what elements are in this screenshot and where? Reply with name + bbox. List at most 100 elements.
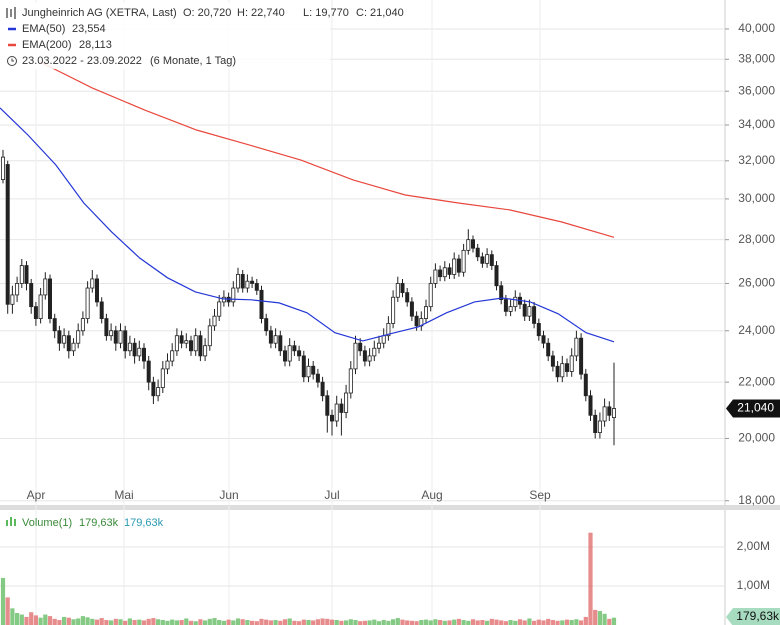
candle-body [33,306,38,319]
volume-bar [287,618,292,625]
volume-bar [602,613,607,625]
volume-bar [569,620,574,625]
volume-bar [611,617,617,625]
y-tick-label: 40,000 [738,21,775,35]
volume-bar [325,618,330,625]
volume-bar [329,619,335,625]
candle-body [513,296,518,308]
y-tick-label: 36,000 [738,83,775,97]
candle-body [212,315,217,327]
volume-bar [311,620,316,625]
candle-body [240,274,245,289]
volume-bar [334,620,339,625]
volume-bar [198,619,203,625]
volume-bar [456,618,462,625]
volume-bar [527,618,532,625]
candle-body [188,340,193,352]
volume-bar [38,617,43,625]
volume-bar [151,618,156,625]
candle-body [461,249,466,273]
volume-bar [461,620,466,625]
volume-bar [273,620,278,625]
candle-body [583,373,588,397]
date-range: 23.03.2022 - 23.09.2022 [22,55,142,67]
x-tick-label: Jul [324,488,339,502]
candle-body [198,335,203,357]
x-tick-label: Sep [529,488,551,502]
candle-body [612,408,617,418]
volume-bar [0,577,6,625]
volume-bar [235,618,241,625]
volume-bar [156,619,161,625]
candle-body [104,318,109,337]
volume-bar [550,620,555,625]
candle-body [217,301,222,317]
candle-body [24,265,29,284]
candle-body [381,335,386,344]
candle-body [57,330,62,344]
volume-bar [499,620,504,625]
candle-body [221,296,226,303]
candle-body [287,345,292,362]
candle-body [367,355,372,362]
volume-bar [546,618,551,625]
volume-bar [5,597,10,625]
y-tick-label: 20,000 [738,431,775,445]
candle-body [282,350,287,362]
candle-body [146,360,151,383]
y-tick-label: 1,00M [737,578,770,592]
candle-body [292,345,297,352]
volume-bar [188,620,194,625]
candle-body [400,283,405,294]
candle-icon [6,7,16,19]
volume-bar [57,620,62,625]
candle-body [574,337,579,357]
last-price-label: 21,040 [737,401,774,415]
volume-bar [386,620,391,625]
volume-bar [447,620,452,625]
volume-bar [109,620,114,625]
candle-body [536,323,541,337]
candle-body [456,258,461,273]
volume-bar [503,621,509,625]
volume-bar [348,619,353,625]
high-label: H: 22,740 [237,7,285,19]
candle-body [264,318,269,332]
volume-bar [419,620,424,625]
candle-body [442,267,447,278]
candle-body [132,342,137,357]
volume-bar [43,614,48,625]
candle-body [588,395,593,416]
candle-body [174,335,179,352]
volume-bar [541,620,546,625]
volume-bar [76,618,81,625]
volume-bar [494,619,499,625]
volume-bar [522,620,527,625]
candle-body [254,283,259,291]
candle-body [438,269,443,278]
candle-body [602,406,607,422]
candle-body [315,373,320,383]
candle-body [503,299,508,312]
volume-bar [221,620,227,625]
volume-bar [320,618,325,625]
candle-body [414,315,419,327]
volume-bar [113,618,118,625]
candle-body [348,368,353,394]
volume-bar [165,620,170,625]
candle-body [395,283,400,298]
volume-bar [353,620,358,625]
candle-body [593,414,598,433]
volume-bar [282,619,288,625]
volume-bar [414,621,419,625]
volume-title: Volume(1) [22,517,72,529]
legend-value: 23,554 [72,23,106,35]
candle-body [123,330,128,352]
candle-body [160,368,165,388]
y-tick-label: 28,000 [738,232,775,246]
candle-body [278,335,283,352]
volume-bar [250,620,255,625]
volume-bar [466,620,471,625]
candle-body [127,342,132,352]
